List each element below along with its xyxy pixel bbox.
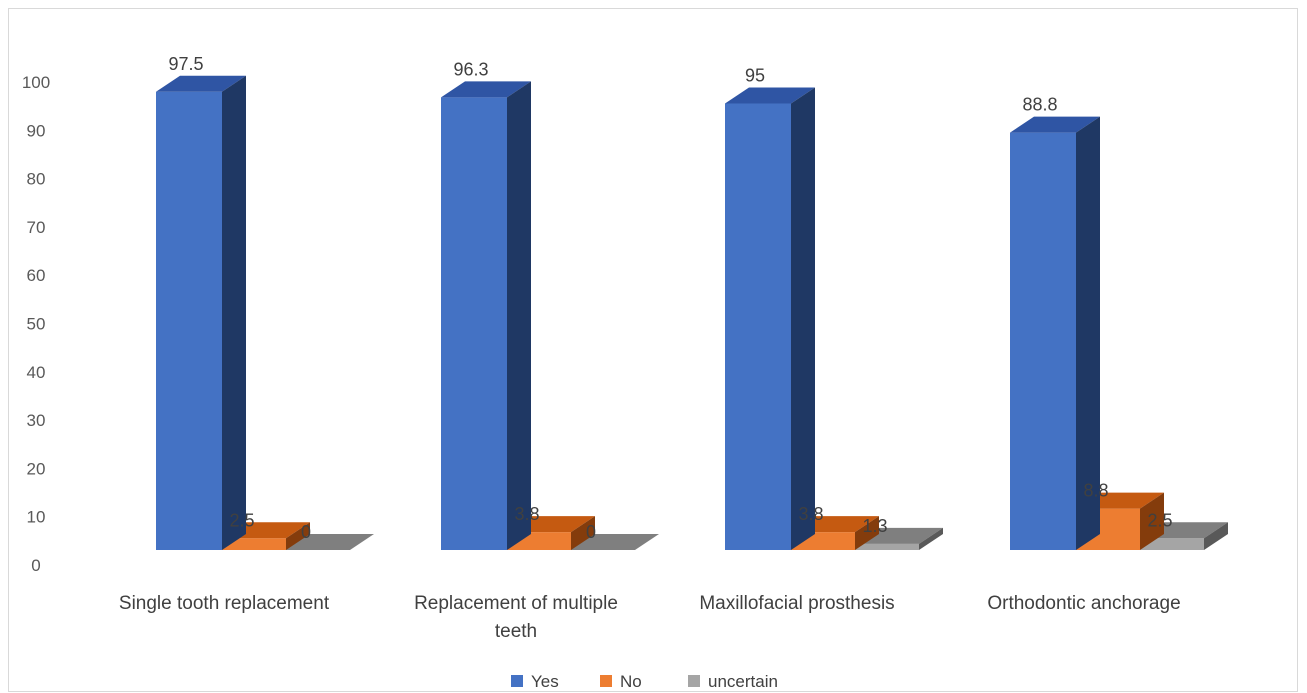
y-tick-label: 80 xyxy=(27,170,46,189)
bar-yes-front xyxy=(156,91,222,550)
y-tick-label: 100 xyxy=(22,73,50,92)
legend-swatch-uncertain xyxy=(688,675,700,687)
bar-yes-front xyxy=(725,103,791,550)
legend-swatch-yes xyxy=(511,675,523,687)
bar-yes-top xyxy=(441,81,531,98)
data-label: 8.8 xyxy=(1083,481,1108,501)
bar-uncertain-top xyxy=(569,534,659,550)
bar-uncertain-top xyxy=(284,534,374,550)
y-axis-ticks: 0 10 20 30 40 50 60 70 80 90 100 xyxy=(22,73,50,575)
bar-no-side xyxy=(1140,492,1164,550)
x-category-label: Orthodontic anchorage xyxy=(987,593,1180,614)
data-label: 88.8 xyxy=(1022,95,1057,115)
data-label: 3.8 xyxy=(798,504,823,524)
y-tick-label: 50 xyxy=(27,315,46,334)
bar-yes-side xyxy=(222,75,246,550)
y-tick-label: 30 xyxy=(27,411,46,430)
bar-uncertain-front xyxy=(853,543,919,550)
bar-uncertain-side xyxy=(919,527,943,550)
bar-yes-top xyxy=(725,87,815,104)
y-tick-label: 10 xyxy=(27,508,46,527)
data-label: 3.8 xyxy=(514,504,539,524)
bar-yes-side xyxy=(507,81,531,550)
y-tick-label: 0 xyxy=(31,556,40,575)
legend: Yes No uncertain xyxy=(511,672,778,691)
data-labels: 0 2.5 97.5 0 3.8 96.3 1.3 3.8 95 2.5 8.8 88.8 xyxy=(168,54,1172,542)
x-category-label: Single tooth replacement xyxy=(119,593,330,614)
data-label: 95 xyxy=(745,66,765,86)
legend-label: uncertain xyxy=(708,672,778,691)
y-tick-label: 20 xyxy=(27,459,46,478)
y-tick-label: 90 xyxy=(27,121,46,140)
y-tick-label: 60 xyxy=(27,266,46,285)
bar-yes-top xyxy=(1010,116,1100,133)
data-label: 2.5 xyxy=(1147,510,1172,530)
bar-yes-side xyxy=(791,87,815,550)
data-label: 1.3 xyxy=(862,516,887,536)
bar-no-side xyxy=(571,516,595,550)
x-category-label: Replacement of multiple teeth xyxy=(414,593,618,642)
bar-yes-front xyxy=(1010,132,1076,550)
data-label: 97.5 xyxy=(168,54,203,74)
bar-uncertain-side xyxy=(1204,522,1228,550)
bar-yes-front xyxy=(441,97,507,550)
bar-uncertain-front xyxy=(1138,538,1204,550)
x-axis-categories: Single tooth replacement Replacement of m… xyxy=(119,593,1181,642)
bar-yes-top xyxy=(156,75,246,92)
bar-no-front xyxy=(220,538,286,550)
data-label: 2.5 xyxy=(229,510,254,530)
bar-no-side xyxy=(855,516,879,550)
data-label: 0 xyxy=(586,522,596,542)
x-category-label: Maxillofacial prosthesis xyxy=(699,593,894,614)
y-tick-label: 70 xyxy=(27,218,46,237)
legend-swatch-no xyxy=(600,675,612,687)
legend-label: No xyxy=(620,672,642,691)
bar-yes-side xyxy=(1076,116,1100,550)
data-label: 96.3 xyxy=(453,59,488,79)
y-tick-label: 40 xyxy=(27,363,46,382)
bar-no-side xyxy=(286,522,310,550)
bars xyxy=(156,75,1228,550)
data-label: 0 xyxy=(301,522,311,542)
legend-label: Yes xyxy=(531,672,559,691)
